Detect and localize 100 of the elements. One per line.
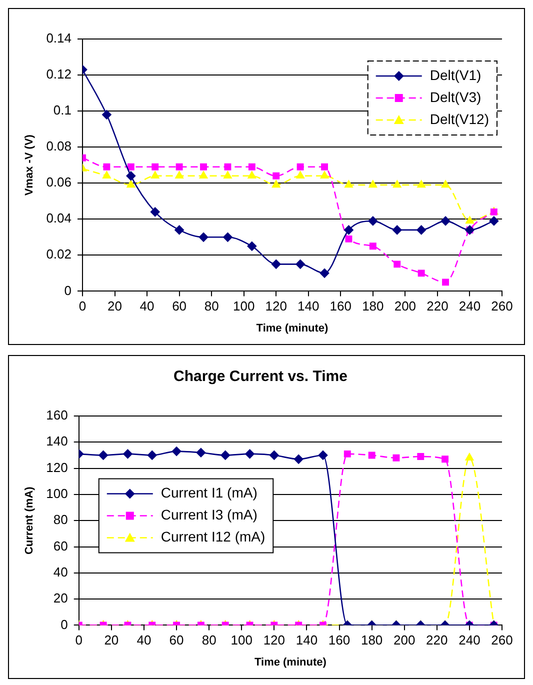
- x-tick-label: 40: [140, 298, 154, 314]
- point: [394, 260, 401, 268]
- y-tick-label: 160: [46, 408, 68, 423]
- point: [126, 180, 136, 188]
- point: [245, 449, 254, 459]
- point: [147, 450, 157, 460]
- point: [248, 163, 256, 170]
- x-tick-label: 80: [202, 632, 216, 648]
- point: [127, 163, 134, 170]
- y-tick-label: 60: [53, 538, 68, 554]
- point: [223, 232, 232, 242]
- x-tick-label: 140: [298, 298, 320, 314]
- point: [150, 171, 160, 179]
- x-tick-label: 180: [362, 298, 384, 314]
- y-tick-label: 0: [60, 616, 68, 632]
- y-tick-label: 0.12: [46, 66, 72, 82]
- y-tick-label: 0: [64, 282, 72, 298]
- y-tick-label: 0.08: [46, 138, 72, 154]
- y-tick-label: 0.1: [53, 102, 72, 118]
- y-axis-title: Current (mA): [24, 486, 36, 555]
- x-tick-label: 260: [491, 632, 513, 648]
- point: [271, 260, 281, 269]
- y-tick-label: 120: [46, 460, 68, 475]
- point: [465, 453, 474, 460]
- point: [416, 225, 426, 235]
- point: [368, 216, 378, 226]
- point: [198, 232, 208, 242]
- legend-label: Current I12 (mA): [160, 528, 266, 545]
- point: [417, 180, 426, 188]
- x-tick-label: 60: [169, 632, 184, 648]
- point: [344, 225, 354, 235]
- point: [344, 450, 351, 458]
- x-tick-label: 100: [230, 632, 252, 648]
- x-tick-label: 160: [328, 632, 350, 648]
- point: [98, 450, 108, 460]
- x-tick-label: 20: [104, 632, 119, 648]
- point: [294, 454, 304, 464]
- point: [126, 171, 136, 181]
- x-tick-label: 60: [172, 298, 187, 314]
- x-tick-label: 120: [263, 632, 286, 648]
- x-tick-label: 200: [394, 298, 416, 314]
- point: [247, 242, 257, 251]
- point: [393, 180, 402, 188]
- legend-label: Delt(V3): [430, 88, 482, 105]
- y-tick-label: 0.04: [46, 210, 72, 226]
- y-tick-label: 0.06: [46, 174, 72, 190]
- x-tick-label: 120: [265, 298, 287, 314]
- y-tick-label: 20: [53, 590, 68, 606]
- y-tick-label: 80: [53, 512, 68, 528]
- point: [102, 110, 112, 120]
- chart-title: Charge Current vs. Time: [174, 368, 348, 386]
- point: [442, 278, 450, 286]
- point: [321, 163, 328, 170]
- point: [489, 216, 499, 226]
- point: [417, 453, 424, 460]
- legend-label: Delt(V12): [430, 110, 490, 127]
- x-tick-label: 80: [204, 298, 219, 314]
- point: [320, 268, 330, 278]
- x-tick-label: 260: [491, 298, 513, 314]
- x-tick-label: 0: [75, 632, 83, 648]
- point: [174, 225, 184, 235]
- point: [270, 450, 279, 460]
- point: [102, 171, 111, 179]
- point: [272, 172, 280, 180]
- y-axis-title: Vmax -V (V): [24, 134, 36, 196]
- x-tick-label: 240: [458, 632, 480, 648]
- point: [392, 225, 402, 235]
- point: [196, 448, 206, 458]
- point: [220, 450, 230, 460]
- point: [200, 163, 207, 170]
- legend-label: Delt(V1): [430, 66, 482, 83]
- x-tick-label: 160: [330, 298, 352, 314]
- legend-label: Current I1 (mA): [160, 484, 258, 501]
- x-tick-label: 140: [296, 632, 318, 648]
- point: [345, 235, 352, 242]
- x-tick-label: 220: [426, 298, 448, 314]
- point: [224, 163, 232, 170]
- x-tick-label: 40: [136, 632, 152, 648]
- y-tick-label: 40: [53, 564, 68, 580]
- point: [103, 163, 110, 170]
- point: [368, 452, 376, 459]
- point: [224, 171, 232, 179]
- point: [441, 180, 450, 188]
- legend-label: Current I3 (mA): [160, 506, 258, 523]
- x-tick-label: 180: [360, 632, 383, 648]
- point: [368, 180, 378, 188]
- x-tick-label: 20: [108, 298, 122, 314]
- point: [466, 216, 474, 224]
- y-tick-label: 100: [46, 486, 68, 502]
- y-tick-label: 0.14: [46, 30, 72, 46]
- point: [320, 171, 329, 179]
- point: [318, 450, 328, 460]
- x-tick-label: 100: [232, 298, 255, 314]
- x-axis-title: Time (minute): [254, 656, 327, 668]
- point: [442, 456, 449, 463]
- point: [272, 180, 280, 188]
- point: [344, 180, 353, 188]
- y-tick-label: 140: [46, 434, 68, 449]
- point: [175, 171, 184, 179]
- point: [296, 171, 304, 179]
